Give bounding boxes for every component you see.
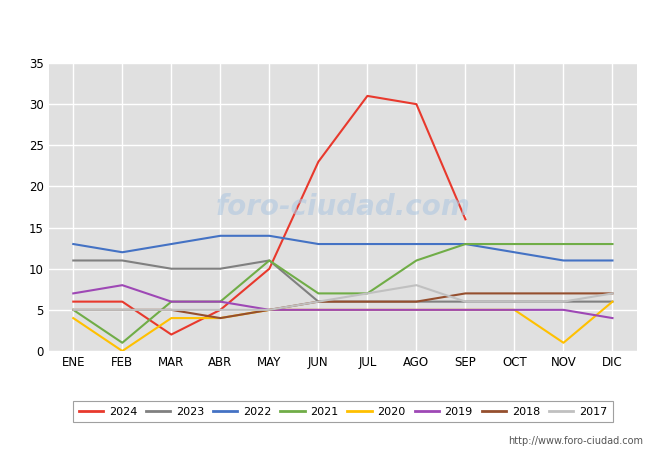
Text: foro-ciudad.com: foro-ciudad.com bbox=[216, 193, 470, 221]
Text: http://www.foro-ciudad.com: http://www.foro-ciudad.com bbox=[508, 436, 644, 446]
Legend: 2024, 2023, 2022, 2021, 2020, 2019, 2018, 2017: 2024, 2023, 2022, 2021, 2020, 2019, 2018… bbox=[73, 401, 613, 422]
Text: Afiliados en Arres a 30/9/2024: Afiliados en Arres a 30/9/2024 bbox=[189, 14, 461, 32]
